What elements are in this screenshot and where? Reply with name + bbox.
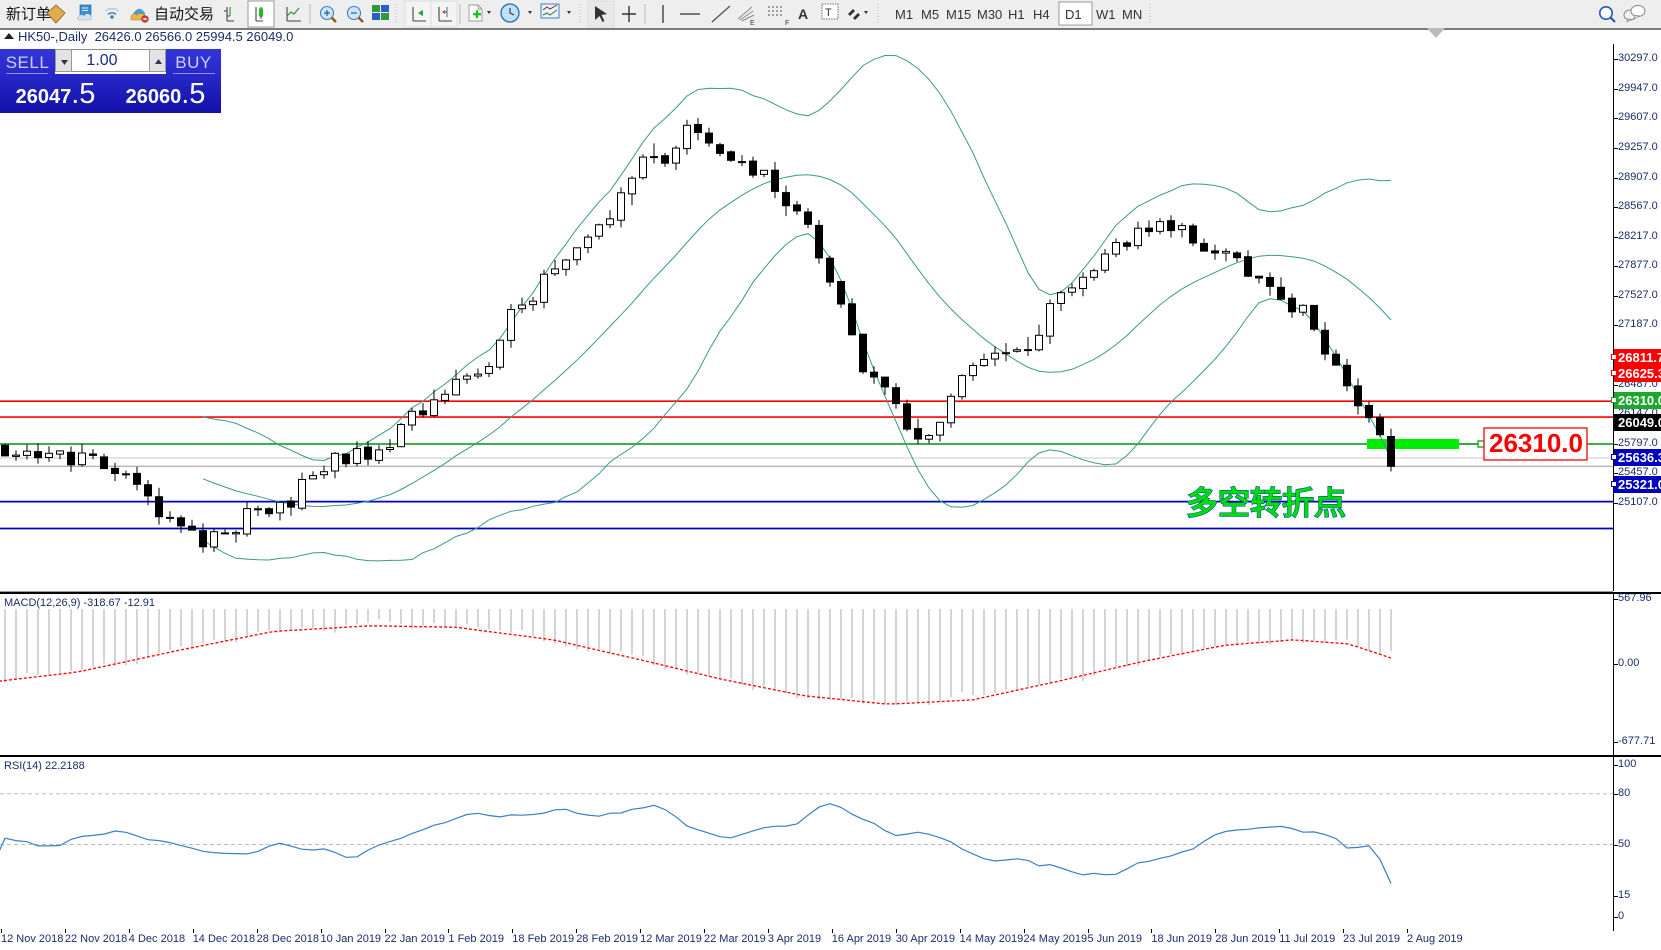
svg-text:T: T	[825, 7, 832, 19]
svg-text:A: A	[798, 6, 808, 22]
svg-text:多空转折点: 多空转折点	[1186, 485, 1346, 521]
svg-text:E: E	[750, 20, 755, 27]
svg-text:26310.0: 26310.0	[1489, 428, 1583, 458]
svg-text:F: F	[785, 20, 789, 27]
svg-text:M5: M5	[921, 7, 939, 22]
svg-text:M15: M15	[946, 7, 971, 22]
svg-text:M1: M1	[895, 7, 913, 22]
svg-text:自动交易: 自动交易	[154, 5, 214, 23]
svg-text:新订单: 新订单	[6, 6, 51, 23]
svg-text:RSI(14) 22.2188: RSI(14) 22.2188	[4, 760, 85, 772]
svg-text:MN: MN	[1122, 7, 1142, 22]
svg-text:H1: H1	[1008, 7, 1025, 22]
svg-text:H4: H4	[1033, 7, 1050, 22]
svg-text:MACD(12,26,9) -318.67 -12.91: MACD(12,26,9) -318.67 -12.91	[4, 597, 155, 609]
svg-text:W1: W1	[1096, 7, 1116, 22]
svg-text:D1: D1	[1065, 7, 1082, 22]
svg-text:M30: M30	[977, 7, 1002, 22]
